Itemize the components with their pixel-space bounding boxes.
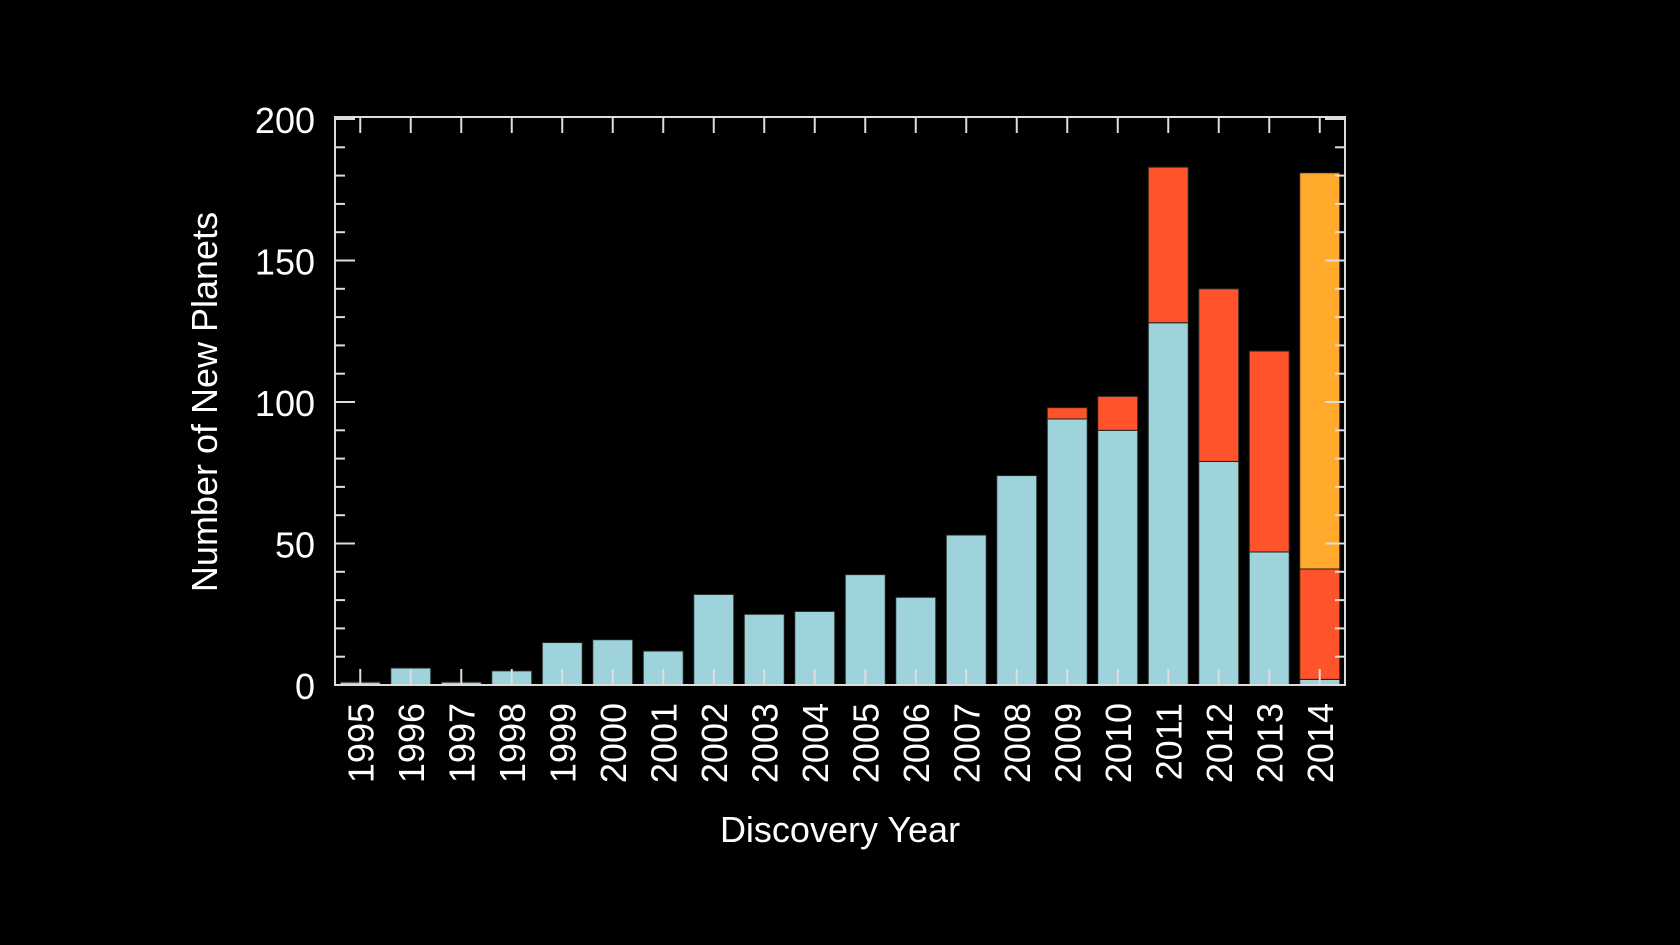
- plot-frame: [334, 116, 1346, 686]
- x-tick-label: 1995: [340, 703, 381, 783]
- y-tick-label: 50: [275, 525, 315, 566]
- y-tick-label: 0: [295, 666, 315, 707]
- x-tick-label: 2008: [997, 703, 1038, 783]
- x-tick-label: 2004: [795, 703, 836, 783]
- x-tick-label: 2002: [694, 703, 735, 783]
- x-tick-label: 2005: [845, 703, 886, 783]
- bar-2009-series-1: [1046, 418, 1088, 686]
- x-tick-label: 1998: [492, 703, 533, 783]
- tick-labels: 1995 1996 1997 1998 1999 2000 2001 2002 2003 2004…: [255, 100, 1341, 783]
- axis-ticks: [335, 117, 1345, 686]
- bar-2010-series-2: [1097, 395, 1139, 431]
- x-tick-label: 2009: [1047, 703, 1088, 783]
- x-tick-label: 2012: [1199, 703, 1240, 783]
- y-tick-label: 100: [255, 383, 315, 424]
- bar-2005-series-1: [844, 574, 886, 686]
- x-tick-label: 2011: [1148, 703, 1189, 780]
- bar-2012-series-1: [1198, 460, 1240, 686]
- x-tick-label: 1999: [542, 703, 583, 783]
- x-tick-label: 2014: [1300, 703, 1341, 783]
- x-tick-label: 2007: [946, 703, 987, 783]
- bar-2010-series-1: [1097, 429, 1139, 686]
- bar-2007-series-1: [945, 534, 987, 686]
- x-tick-label: 2010: [1098, 703, 1139, 783]
- bar-2012-series-2: [1198, 288, 1240, 462]
- x-tick-label: 2013: [1249, 703, 1290, 783]
- x-axis-title: Discovery Year: [720, 809, 960, 850]
- x-tick-label: 2003: [744, 703, 785, 783]
- bar-2014-series-3: [1299, 172, 1341, 570]
- bar-2008-series-1: [996, 475, 1038, 686]
- bar-2011-series-2: [1147, 166, 1189, 324]
- x-tick-label: 1997: [441, 703, 482, 783]
- bar-2013-series-1: [1248, 551, 1290, 686]
- x-tick-label: 2000: [593, 703, 634, 783]
- bars: [339, 166, 1341, 686]
- bar-2011-series-1: [1147, 322, 1189, 686]
- y-axis-title: Number of New Planets: [184, 212, 225, 592]
- y-tick-label: 200: [255, 100, 315, 141]
- bar-2009-series-2: [1046, 407, 1088, 420]
- x-tick-label: 1996: [391, 703, 432, 783]
- bar-2013-series-2: [1248, 350, 1290, 553]
- x-tick-label: 2006: [896, 703, 937, 783]
- y-tick-label: 150: [255, 242, 315, 283]
- x-tick-label: 2001: [643, 703, 684, 783]
- bar-2014-series-2: [1299, 568, 1341, 680]
